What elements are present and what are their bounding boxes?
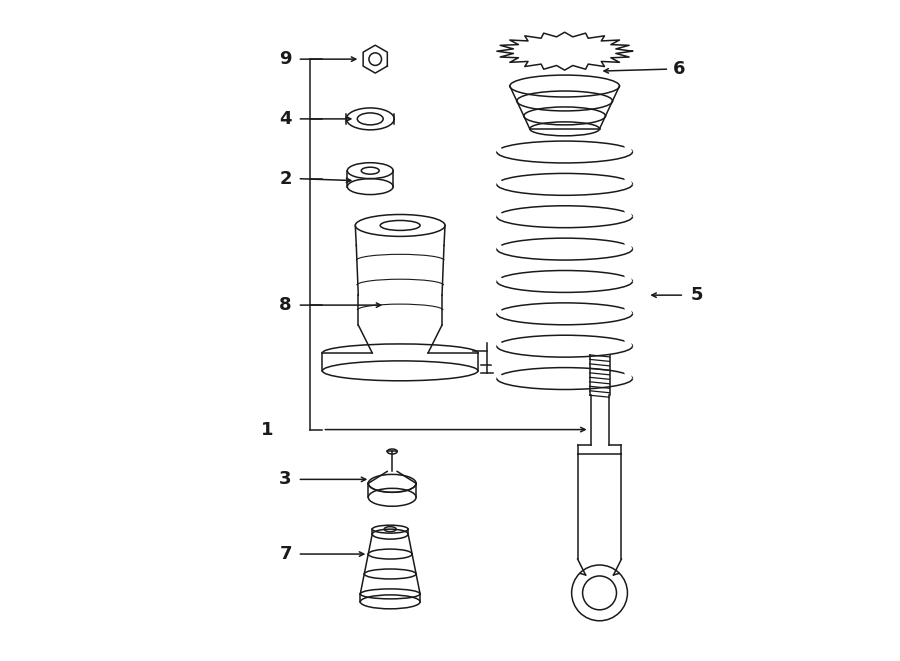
Polygon shape (363, 45, 387, 73)
Text: 8: 8 (279, 296, 292, 314)
Text: 9: 9 (279, 50, 292, 68)
Text: 1: 1 (261, 420, 274, 439)
Text: 7: 7 (279, 545, 292, 563)
Text: 4: 4 (279, 110, 292, 128)
Text: 3: 3 (279, 471, 292, 488)
Text: 5: 5 (691, 286, 704, 304)
Text: 6: 6 (673, 60, 686, 78)
Text: 2: 2 (279, 170, 292, 188)
